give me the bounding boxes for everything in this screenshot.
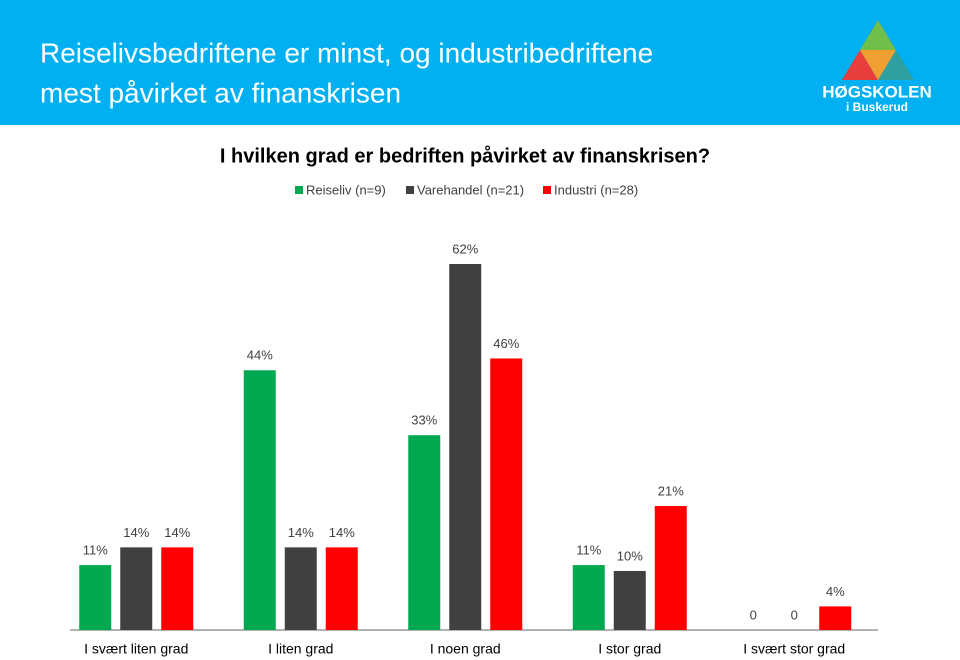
x-tick-label: I svært liten grad: [84, 641, 188, 657]
logo-shape: [878, 50, 914, 80]
value-label: 14%: [123, 525, 149, 540]
value-label: 14%: [329, 525, 355, 540]
value-label: 0: [791, 607, 798, 622]
bar: [79, 565, 112, 630]
value-label: 0: [750, 607, 757, 622]
value-label: 44%: [247, 348, 273, 363]
legend-swatch: [295, 186, 303, 194]
logo-shape: [842, 50, 878, 80]
bar: [161, 547, 194, 630]
value-label: 46%: [493, 336, 519, 351]
bar: [120, 547, 153, 630]
x-tick-label: I liten grad: [268, 641, 333, 657]
value-label: 10%: [617, 548, 643, 563]
x-tick-label: I noen grad: [430, 641, 501, 657]
value-label: 14%: [288, 525, 314, 540]
header-title: Reiselivsbedriftene er minst, og industr…: [40, 37, 653, 68]
bar: [243, 370, 276, 630]
bar: [613, 570, 646, 630]
value-label: 4%: [826, 584, 845, 599]
value-label: 62%: [452, 241, 478, 256]
legend-label: Varehandel (n=21): [417, 182, 524, 197]
logo-subtitle: i Buskerud: [846, 100, 908, 114]
logo: HØGSKOLEN i Buskerud: [822, 20, 932, 114]
x-tick-label: I svært stor grad: [743, 641, 845, 657]
chart-title: I hvilken grad er bedriften påvirket av …: [220, 144, 710, 167]
bar: [284, 547, 317, 630]
bar: [449, 264, 482, 630]
bar: [325, 547, 358, 630]
value-label: 14%: [164, 525, 190, 540]
bar: [819, 606, 852, 630]
bar: [408, 435, 441, 630]
value-label: 11%: [83, 543, 108, 558]
logo-shape: [860, 50, 896, 80]
x-tick-label: I stor grad: [598, 641, 661, 657]
legend-swatch: [543, 186, 551, 194]
legend-label: Industri (n=28): [554, 182, 638, 197]
header-band: [0, 0, 960, 125]
value-label: 11%: [576, 543, 601, 558]
bar: [654, 506, 687, 630]
value-label: 21%: [658, 483, 684, 498]
legend-label: Reiseliv (n=9): [306, 182, 386, 197]
logo-shape: [860, 20, 896, 50]
header-title: mest påvirket av finanskrisen: [40, 77, 401, 108]
bar: [490, 358, 523, 630]
logo-name: HØGSKOLEN: [822, 82, 932, 101]
legend-swatch: [406, 186, 414, 194]
bar: [572, 565, 605, 630]
value-label: 33%: [411, 413, 437, 428]
